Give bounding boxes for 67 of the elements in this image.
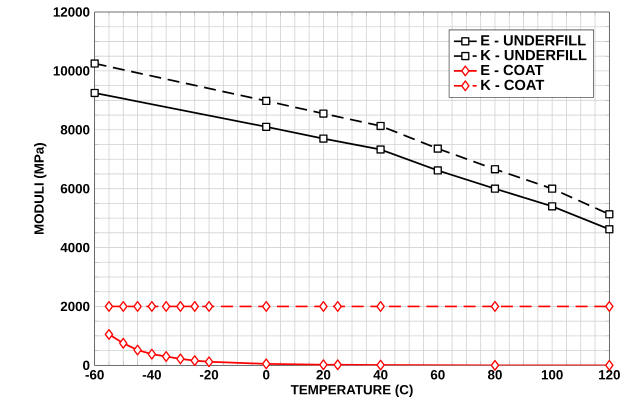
x-tick-label: 20: [316, 370, 330, 380]
point: [90, 88, 99, 98]
x-tick-label: 60: [430, 370, 445, 380]
point: [548, 202, 556, 210]
point: [376, 122, 385, 130]
y-tick-label: 4000: [60, 242, 90, 252]
point: [434, 166, 442, 175]
point: [376, 360, 385, 371]
point: [176, 353, 185, 364]
x-tick-label: -40: [142, 370, 161, 380]
point: [133, 300, 142, 312]
point: [262, 96, 270, 106]
legend-label: K - COAT: [481, 80, 544, 90]
x-tick-label: 80: [488, 370, 502, 380]
point: [434, 144, 442, 153]
point: [490, 360, 500, 371]
point: [319, 300, 328, 312]
point: [262, 122, 270, 131]
legend-label: E - UNDERFILL: [481, 35, 586, 46]
point: [490, 300, 500, 312]
point: [376, 145, 385, 154]
point: [262, 300, 270, 312]
point: [333, 300, 342, 312]
x-axis-title: TEMPERATURE (C): [290, 384, 413, 398]
y-tick-label: 10000: [54, 66, 90, 76]
point: [190, 300, 200, 312]
x-tick-label: 0: [263, 370, 270, 380]
point: [104, 328, 114, 340]
point: [104, 300, 114, 312]
point: [319, 359, 328, 370]
point: [190, 355, 200, 366]
point: [133, 344, 142, 356]
point: [376, 300, 385, 312]
point: [118, 338, 128, 349]
y-axis-title: MODULI (MPa): [34, 143, 46, 234]
point: [605, 225, 614, 234]
y-tick-label: 8000: [60, 125, 90, 134]
point: [605, 210, 614, 218]
y-tick-label: 0: [83, 360, 90, 370]
point: [148, 300, 156, 312]
point: [319, 134, 328, 143]
point: [605, 360, 614, 371]
legend-label: K - UNDERFILL: [481, 50, 586, 60]
legend-label: E - COAT: [481, 64, 544, 76]
y-tick-label: 12000: [54, 7, 90, 17]
point: [319, 109, 328, 118]
x-tick-label: 40: [373, 370, 388, 380]
x-tick-label: -60: [86, 370, 104, 380]
x-tick-label: 100: [542, 370, 563, 380]
point: [176, 300, 185, 312]
point: [148, 348, 156, 360]
point: [90, 59, 99, 68]
point: [162, 351, 170, 362]
point: [605, 300, 614, 312]
point: [262, 358, 270, 370]
point: [118, 300, 128, 312]
x-tick-label: 120: [599, 370, 620, 380]
y-tick-label: 2000: [60, 302, 90, 312]
point: [204, 300, 214, 312]
point: [333, 359, 342, 370]
point: [490, 165, 500, 174]
point: [204, 356, 214, 368]
point: [490, 184, 500, 193]
y-tick-label: 6000: [60, 184, 90, 194]
x-tick-label: -20: [200, 370, 218, 380]
point: [548, 184, 556, 193]
point: [162, 300, 170, 312]
